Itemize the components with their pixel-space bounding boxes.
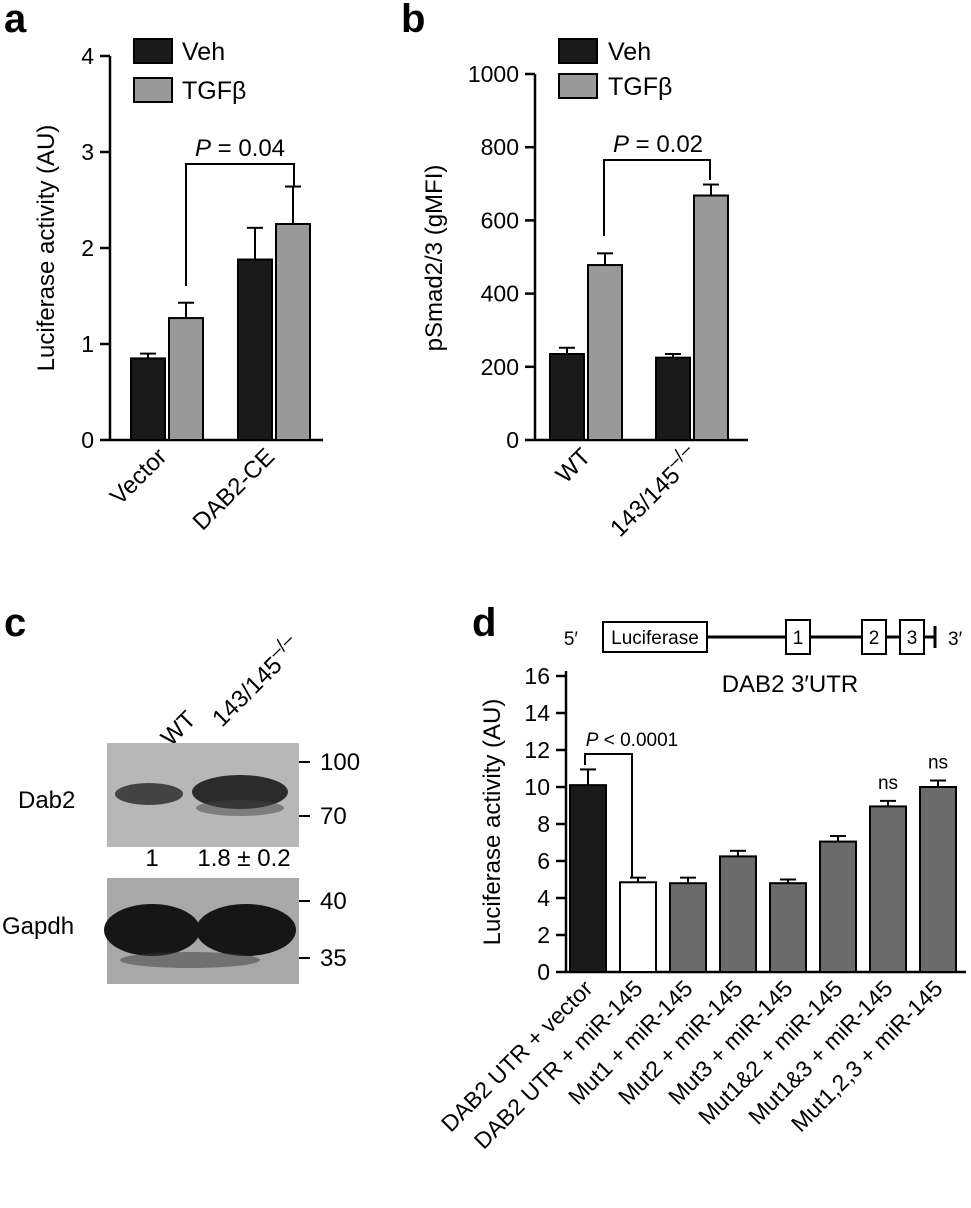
- chart-a-y-tick-label: 1: [81, 331, 94, 357]
- chart-b-comparison-bracket: [603, 159, 711, 236]
- construct-3-prime: 3′: [948, 629, 963, 650]
- chart-a-y-tick-label: 3: [81, 139, 94, 165]
- blot-label-dab2: Dab2: [18, 787, 75, 814]
- chart-d-y-tick-label: 4: [537, 885, 550, 911]
- chart-d-bar-7: [919, 786, 957, 973]
- construct-luciferase-label: Luciferase: [611, 628, 699, 649]
- chart-d-annotation-6: ns: [878, 773, 898, 794]
- chart-d-bar-4: [769, 882, 807, 974]
- chart-b-y-label: pSmad2/3 (gMFI): [421, 165, 448, 352]
- chart-d-bar-2: [669, 882, 707, 974]
- blot-gapdh-band-lower: [120, 952, 260, 968]
- construct-site-1: 1: [793, 628, 804, 649]
- chart-a-legend-tgf: TGFβ: [182, 77, 246, 105]
- chart-a-y-label: Luciferase activity (AU): [33, 125, 60, 372]
- chart-b-y-tick-label: 600: [481, 207, 519, 233]
- chart-d-y-tick-label: 14: [524, 700, 550, 726]
- panel-letter-d: d: [472, 601, 496, 645]
- chart-a-bar-tgf-0: [168, 317, 204, 441]
- panel-letter-a: a: [4, 0, 27, 41]
- blot-dab2-band-ko: [192, 775, 288, 809]
- chart-d-bar-5: [819, 840, 857, 974]
- chart-b-p-value: P = 0.02: [613, 131, 703, 158]
- chart-d-y-label: Luciferase activity (AU): [479, 699, 506, 946]
- chart-d-bar-3: [719, 855, 757, 973]
- chart-a-bar-veh-1: [237, 258, 273, 441]
- chart-b-legend-tgf: TGFβ: [608, 73, 672, 101]
- blot-quant-wt: 1: [145, 845, 158, 872]
- chart-d-y-tick-label: 2: [537, 922, 550, 948]
- construct-caption: DAB2 3′UTR: [722, 671, 859, 698]
- chart-d-bar-0: [569, 784, 607, 974]
- construct-site-3: 3: [907, 628, 918, 649]
- blot-marker-100: 100: [320, 749, 360, 776]
- chart-a-y-tick-label: 4: [81, 43, 94, 69]
- chart-a-bar-tgf-1: [275, 223, 311, 441]
- blot-label-gapdh: Gapdh: [2, 913, 74, 940]
- chart-a-category-dab2-ce: DAB2-CE: [188, 443, 281, 536]
- chart-b-bar-veh-0: [549, 352, 585, 441]
- chart-a-y-tick-label: 2: [81, 235, 94, 261]
- blot-marker-70: 70: [320, 803, 347, 830]
- chart-b: 0 200 400 600 800 1000 pSmad2/3 (gMFI) Veh TG…: [421, 38, 748, 542]
- chart-b-bar-veh-1: [655, 356, 691, 441]
- chart-d-y-tick-label: 6: [537, 848, 550, 874]
- construct-site-2: 2: [869, 628, 880, 649]
- chart-d-y-tick-label: 0: [537, 959, 550, 985]
- chart-b-y-tick-label: 200: [481, 354, 519, 380]
- chart-a-comparison-bracket: [185, 163, 295, 286]
- chart-d-y-tick-label: 10: [524, 774, 550, 800]
- blot-marker-35: 35: [320, 945, 347, 972]
- chart-d-bar-6: [869, 805, 907, 973]
- construct-site-1-box: [785, 619, 811, 655]
- blot-marker-40: 40: [320, 888, 347, 915]
- chart-b-y-tick-label: 1000: [468, 61, 519, 87]
- chart-d-bar-1: [619, 881, 657, 974]
- construct-5-prime: 5′: [564, 629, 579, 650]
- chart-b-y-tick-label: 400: [481, 281, 519, 307]
- chart-b-y-tick-label: 800: [481, 134, 519, 160]
- chart-b-legend-veh: Veh: [608, 38, 651, 66]
- chart-d-annotation-7: ns: [928, 753, 948, 774]
- chart-a-category-vector: Vector: [105, 443, 172, 510]
- chart-b-bar-tgf-1: [693, 194, 729, 441]
- construct-site-3-box: [899, 619, 925, 655]
- chart-b-legend-tgf-swatch: [558, 73, 598, 99]
- blot-dab2-band-ko-shadow: [196, 800, 284, 816]
- chart-a-y-tick-label: 0: [81, 427, 94, 453]
- chart-b-y-tick-label: 0: [506, 427, 519, 453]
- chart-d-y-tick-label: 16: [524, 663, 550, 689]
- construct-luciferase-box: [602, 621, 708, 653]
- chart-b-bar-tgf-0: [587, 264, 623, 441]
- chart-a-legend-veh-swatch: [133, 38, 173, 64]
- construct-site-2-box: [861, 619, 887, 655]
- blot-gapdh-band-wt: [104, 904, 200, 956]
- blot-lane-143-145: 143/145–/–: [204, 629, 307, 732]
- panel-letter-b: b: [401, 0, 425, 41]
- chart-d-p-value: P < 0.0001: [586, 730, 678, 751]
- chart-a-legend-veh: Veh: [182, 38, 225, 66]
- blot-quant-ko: 1.8 ± 0.2: [197, 845, 290, 872]
- western-blot: WT 143/145–/– Dab2 100 70 1 1.8 ± 0.2 Ga…: [2, 629, 360, 984]
- chart-b-legend-veh-swatch: [558, 38, 598, 64]
- chart-d: 5′ Luciferase 1 2 3 3′ DAB2 3′UTR 0 2 4 6 8 1…: [436, 619, 966, 1154]
- blot-dab2-band-wt: [115, 783, 183, 805]
- chart-d-y-tick-label: 8: [537, 811, 550, 837]
- chart-b-category-wt: WT: [551, 443, 597, 489]
- chart-d-y-tick-label: 12: [524, 737, 550, 763]
- chart-a-legend-tgf-swatch: [133, 77, 173, 103]
- blot-gapdh-band-ko: [196, 904, 296, 956]
- chart-b-category-143-145: 143/145–/–: [602, 439, 705, 542]
- panel-letter-c: c: [4, 601, 26, 645]
- chart-d-comparison-bracket: [584, 753, 633, 878]
- chart-a-p-value: P = 0.04: [195, 135, 285, 162]
- chart-a-bar-veh-0: [130, 357, 166, 441]
